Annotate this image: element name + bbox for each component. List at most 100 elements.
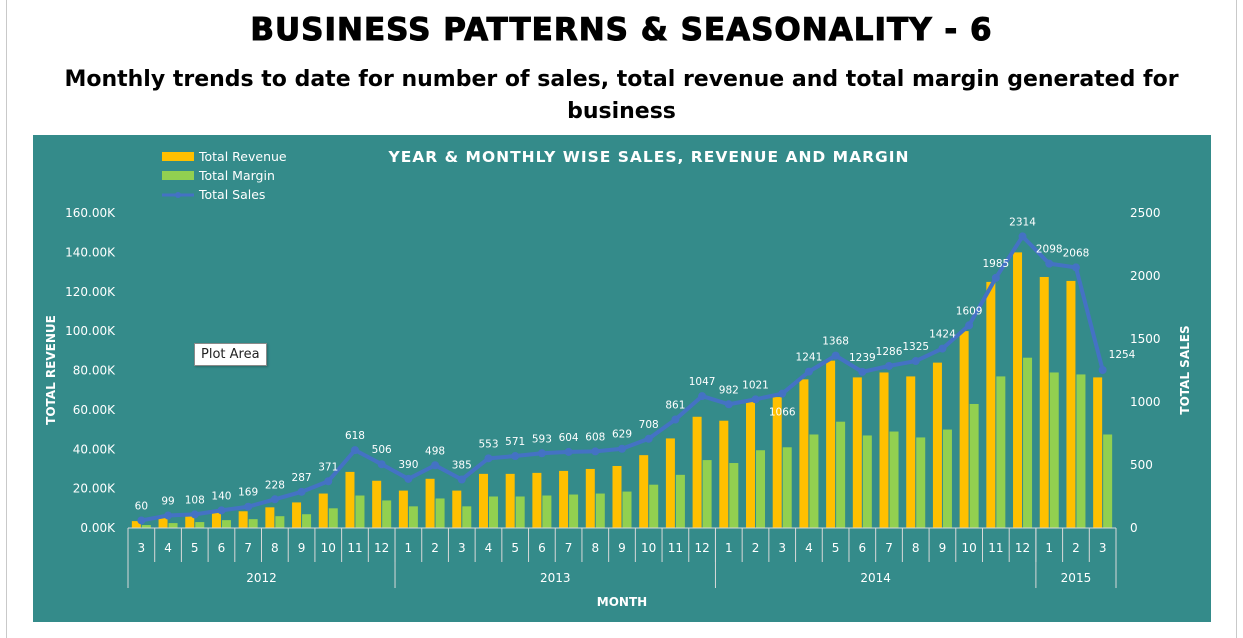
y-axis-tick-label: 140.00K [65,245,116,259]
revenue-bar [131,521,141,528]
month-tick-label: 7 [885,541,893,555]
total-sales-marker [270,495,279,504]
total-sales-marker [484,454,493,463]
sales-data-label: 1021 [742,379,769,391]
margin-bar [1103,434,1113,528]
margin-bar [1023,357,1033,528]
margin-bar [1076,374,1086,528]
margin-bar [168,523,178,528]
legend-sales-marker [175,192,181,198]
sales-data-label: 708 [639,419,659,431]
month-tick-label: 6 [218,541,226,555]
sales-data-label: 228 [265,479,285,491]
revenue-bar [585,468,595,528]
sales-data-label: 1368 [822,336,849,348]
total-sales-marker [1098,365,1107,374]
month-tick-label: 6 [859,541,867,555]
total-sales-marker [644,434,653,443]
month-tick-label: 2 [1072,541,1080,555]
margin-bar [275,516,285,528]
margin-bar [248,519,258,528]
revenue-bar [532,472,542,528]
month-tick-label: 11 [347,541,362,555]
y-axis-tick-label: 120.00K [65,285,116,299]
y-axis-tick-label: 80.00K [73,364,116,378]
month-tick-label: 12 [1015,541,1030,555]
sales-data-label: 1424 [929,329,956,341]
y2-axis-tick-label: 2500 [1130,206,1161,220]
margin-bar [462,506,472,528]
margin-bar [622,491,632,528]
total-sales-marker [938,344,947,353]
margin-bar [488,496,498,528]
y2-axis-tick-label: 1500 [1130,332,1161,346]
margin-bar [221,520,231,528]
year-label: 2015 [1061,571,1092,585]
total-sales-marker [350,446,359,455]
revenue-bar [799,379,809,528]
sales-data-label: 571 [505,436,525,448]
revenue-bar [238,511,248,528]
revenue-bar [1039,276,1049,528]
total-sales-marker [804,367,813,376]
revenue-bar [292,502,302,528]
total-sales-marker [991,273,1000,282]
month-tick-label: 5 [511,541,519,555]
sales-data-label: 604 [559,432,579,444]
month-tick-label: 1 [405,541,413,555]
sales-data-label: 1325 [902,341,929,353]
page-title: BUSINESS PATTERNS & SEASONALITY - 6 [250,12,993,49]
window-border-left [6,0,7,638]
margin-bar [408,506,418,528]
revenue-bar [211,512,221,528]
y2-axis-tick-label: 500 [1130,458,1153,472]
month-tick-label: 11 [988,541,1003,555]
margin-bar [782,447,792,528]
revenue-bar [1013,252,1023,528]
margin-bar [355,495,365,528]
y-axis-tick-label: 0.00K [80,521,116,535]
sales-data-label: 390 [398,459,418,471]
revenue-bar [906,376,916,528]
month-tick-label: 10 [321,541,336,555]
total-sales-marker [564,447,573,456]
margin-bar [702,460,712,528]
month-tick-label: 4 [164,541,172,555]
sales-data-label: 169 [238,487,258,499]
month-tick-label: 9 [939,541,947,555]
month-tick-label: 12 [694,541,709,555]
margin-bar [141,525,151,528]
sales-data-label: 629 [612,429,632,441]
revenue-bar [345,471,355,528]
total-sales-marker [618,444,626,453]
margin-bar [1049,372,1059,528]
total-sales-marker [324,477,333,486]
month-tick-label: 6 [538,541,546,555]
margin-bar [569,494,579,528]
sales-data-label: 1066 [769,407,796,419]
margin-bar [889,431,899,528]
y-axis-tick-label: 20.00K [73,482,116,496]
revenue-bar [372,480,382,528]
sales-data-label: 60 [135,500,148,512]
month-tick-label: 7 [244,541,252,555]
margin-bar [729,463,739,528]
revenue-bar [826,360,836,528]
total-sales-marker [457,475,466,484]
margin-bar [916,437,926,528]
month-tick-label: 7 [565,541,573,555]
revenue-bar [265,507,275,528]
total-sales-marker [965,321,974,330]
legend-sales-label: Total Sales [198,187,265,202]
sales-data-label: 498 [425,445,445,457]
revenue-bar [746,402,756,528]
total-sales-marker [778,389,787,398]
revenue-bar [692,416,702,528]
total-sales-marker [511,452,520,461]
total-sales-marker [190,510,199,519]
month-tick-label: 10 [961,541,976,555]
sales-data-label: 553 [478,438,498,450]
sales-data-label: 506 [372,444,392,456]
total-sales-marker [885,361,894,370]
